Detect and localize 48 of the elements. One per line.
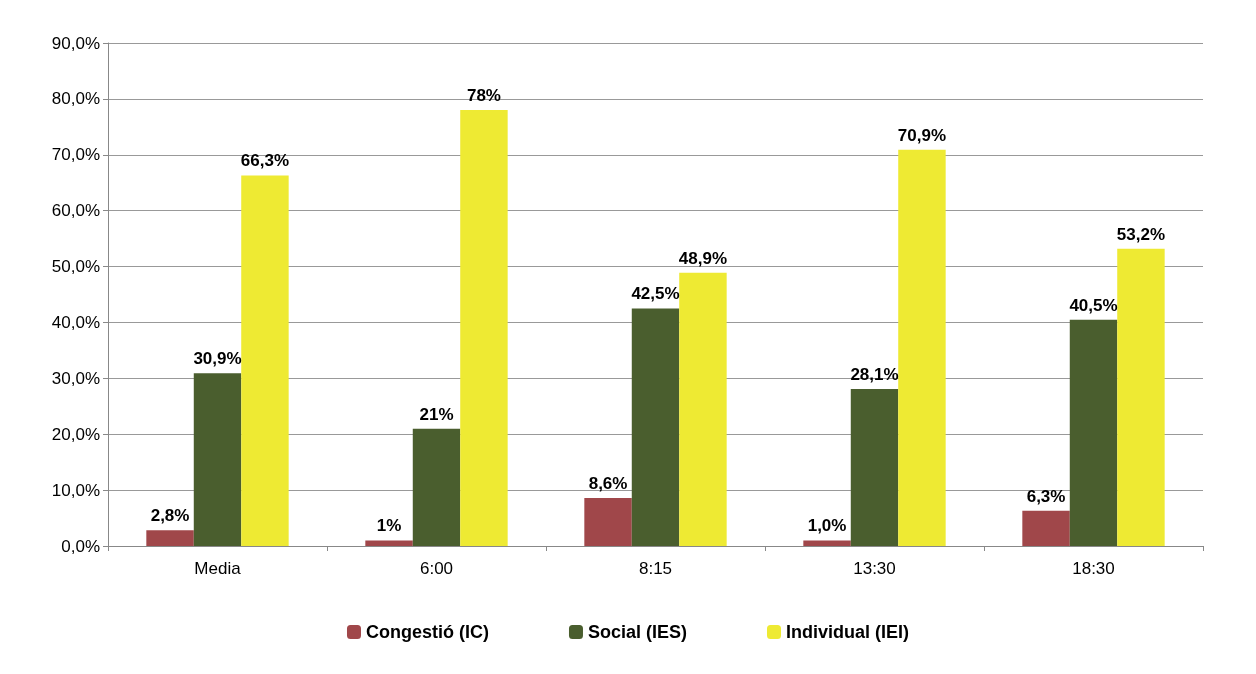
data-label: 21% xyxy=(419,404,454,424)
y-tick-label: 60,0% xyxy=(51,201,100,221)
y-tick-label: 50,0% xyxy=(51,257,100,277)
bar xyxy=(803,540,851,546)
x-tick-label: 13:30 xyxy=(853,559,896,578)
bar xyxy=(412,428,461,546)
y-tick-label: 0,0% xyxy=(61,536,100,556)
legend-label: Social (IES) xyxy=(587,622,688,642)
bar xyxy=(898,149,946,546)
bar xyxy=(1022,510,1070,546)
bar xyxy=(193,373,242,546)
bar xyxy=(241,175,289,546)
bar xyxy=(679,272,727,546)
bar xyxy=(1069,319,1118,546)
y-tick-label: 30,0% xyxy=(51,368,100,388)
y-tick-label: 10,0% xyxy=(51,480,100,500)
y-tick-label: 90,0% xyxy=(51,33,100,53)
y-tick-label: 40,0% xyxy=(51,312,100,332)
data-label: 28,1% xyxy=(850,364,899,384)
legend-label: Congestió (IC) xyxy=(365,622,489,642)
data-label: 48,9% xyxy=(678,248,728,268)
y-tick-label: 70,0% xyxy=(51,145,100,165)
data-label: 66,3% xyxy=(240,151,290,171)
bar xyxy=(1117,248,1165,546)
data-label: 53,2% xyxy=(1116,224,1166,244)
x-tick-label: 6:00 xyxy=(419,559,454,578)
x-tick-label: 18:30 xyxy=(1072,559,1115,578)
bar xyxy=(584,497,632,546)
bar xyxy=(365,540,413,546)
data-label: 30,9% xyxy=(193,349,242,369)
data-label: 1,0% xyxy=(807,516,847,536)
data-label: 42,5% xyxy=(631,284,680,304)
data-label: 8,6% xyxy=(588,473,628,493)
bar xyxy=(850,388,899,546)
data-label: 70,9% xyxy=(897,125,947,145)
x-tick-label: Media xyxy=(194,559,242,578)
data-label: 2,8% xyxy=(150,506,190,526)
x-tick-label: 8:15 xyxy=(638,559,673,578)
bar xyxy=(146,530,194,546)
bar xyxy=(631,308,680,546)
legend-label: Individual (IEI) xyxy=(786,622,910,642)
data-label: 40,5% xyxy=(1069,295,1118,315)
bar xyxy=(460,110,508,546)
y-tick-label: 20,0% xyxy=(51,424,100,444)
y-tick-label: 80,0% xyxy=(51,89,100,109)
data-label: 78% xyxy=(466,86,501,106)
data-label: 1% xyxy=(376,516,402,536)
data-label: 6,3% xyxy=(1026,486,1066,506)
